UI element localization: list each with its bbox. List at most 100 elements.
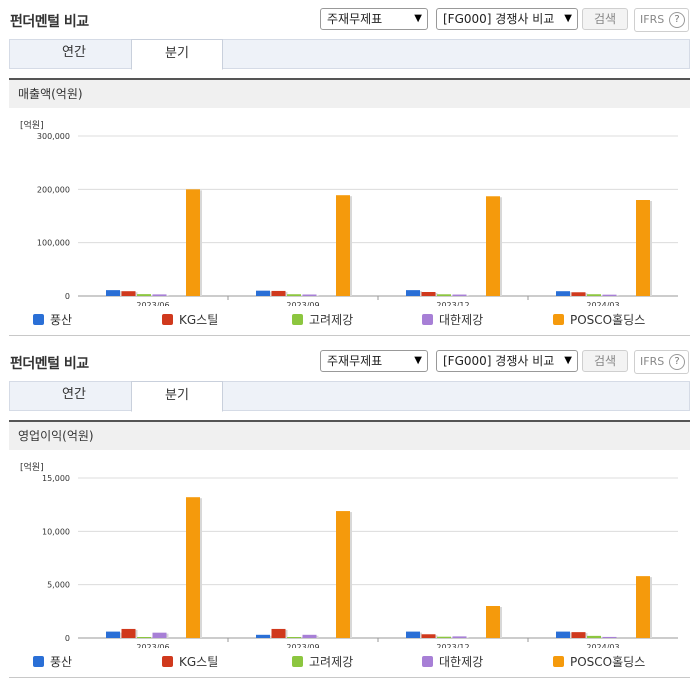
- bar-풍산-2024/03[interactable]: [556, 291, 570, 296]
- bar-고려제강-2024/03[interactable]: [587, 635, 601, 638]
- bar-POSCO홀딩스-2023/12[interactable]: [486, 606, 500, 638]
- fundamental-section-1: 펀더멘털 비교 주재무제표 ▼ [FG000] 경쟁사 비교 ▼ 검색 IFRS…: [0, 8, 696, 336]
- period-tabs: 연간 분기: [9, 39, 690, 70]
- legend-swatch: [162, 314, 173, 325]
- peer-select-value: [FG000] 경쟁사 비교: [443, 12, 555, 26]
- legend-item[interactable]: 고려제강: [292, 655, 353, 669]
- tab-annual[interactable]: 연간: [62, 387, 86, 402]
- statement-select[interactable]: 주재무제표 ▼: [320, 8, 428, 30]
- bar-POSCO홀딩스-2024/03[interactable]: [636, 200, 650, 296]
- y-tick-label: 100,000: [37, 239, 70, 248]
- legend-swatch: [292, 656, 303, 667]
- legend-item[interactable]: POSCO홀딩스: [553, 313, 645, 327]
- bar-KG스틸-2024/03[interactable]: [571, 632, 586, 638]
- legend-item[interactable]: KG스틸: [162, 655, 218, 669]
- revenue-bar-chart: 0 100,000 200,000 300,000 2023/06 2023/09 2023…: [37, 132, 678, 306]
- peer-select[interactable]: [FG000] 경쟁사 비교 ▼: [436, 8, 578, 30]
- bar-대한제강-2023/12[interactable]: [452, 636, 467, 638]
- legend-label: 풍산: [50, 655, 73, 669]
- y-tick-label: 0: [65, 292, 70, 301]
- bar-대한제강-2023/12[interactable]: [452, 294, 467, 296]
- bar-KG스틸-2023/09[interactable]: [271, 628, 286, 638]
- search-button[interactable]: 검색: [582, 8, 628, 30]
- y-axis-unit: [억원]: [20, 121, 44, 131]
- section-title: 펀더멘털 비교: [10, 14, 89, 30]
- y-tick-label: 15,000: [42, 474, 70, 483]
- bar-POSCO홀딩스-2023/09[interactable]: [336, 195, 350, 296]
- x-tick-label: 2023/09: [286, 301, 319, 306]
- peer-select[interactable]: [FG000] 경쟁사 비교 ▼: [436, 350, 578, 372]
- divider: [9, 677, 690, 678]
- bar-풍산-2023/06[interactable]: [106, 290, 120, 296]
- bar-KG스틸-2023/12[interactable]: [421, 634, 436, 638]
- legend-swatch: [553, 314, 564, 325]
- bar-POSCO홀딩스-2024/03[interactable]: [636, 576, 650, 638]
- legend-label: 고려제강: [309, 655, 354, 669]
- bar-POSCO홀딩스-2023/06[interactable]: [186, 189, 200, 296]
- bar-대한제강-2023/06[interactable]: [152, 632, 167, 638]
- bar-풍산-2023/12[interactable]: [406, 631, 420, 638]
- legend-item[interactable]: 풍산: [33, 313, 72, 327]
- bar-풍산-2023/09[interactable]: [256, 634, 270, 638]
- legend-label: POSCO홀딩스: [570, 655, 646, 669]
- statement-select-value: 주재무제표: [327, 12, 383, 26]
- legend-label: 대한제강: [439, 655, 484, 669]
- y-tick-label: 10,000: [42, 527, 70, 536]
- bar-고려제강-2024/03[interactable]: [587, 294, 601, 296]
- tab-annual[interactable]: 연간: [62, 45, 86, 60]
- legend-label: KG스틸: [179, 313, 219, 327]
- x-tick-label: 2024/03: [586, 643, 619, 648]
- chart-legend: 풍산 KG스틸 고려제강 대한제강 POSCO홀딩스: [0, 313, 696, 329]
- bar-POSCO홀딩스-2023/09[interactable]: [336, 511, 350, 638]
- bar-POSCO홀딩스-2023/12[interactable]: [486, 196, 500, 296]
- help-icon[interactable]: ?: [669, 354, 685, 370]
- bar-고려제강-2023/06[interactable]: [137, 294, 151, 296]
- x-tick-label: 2023/06: [136, 643, 169, 648]
- legend-item[interactable]: 대한제강: [422, 313, 483, 327]
- legend-label: KG스틸: [179, 655, 219, 669]
- bar-대한제강-2024/03[interactable]: [602, 636, 617, 638]
- legend-swatch: [292, 314, 303, 325]
- chart-panel-title: 영업이익(억원): [9, 420, 690, 450]
- legend-item[interactable]: POSCO홀딩스: [553, 655, 645, 669]
- bar-고려제강-2023/09[interactable]: [287, 637, 301, 638]
- bar-KG스틸-2023/09[interactable]: [271, 290, 286, 296]
- x-tick-label: 2024/03: [586, 301, 619, 306]
- bar-KG스틸-2023/06[interactable]: [121, 628, 136, 638]
- bar-대한제강-2023/06[interactable]: [152, 294, 167, 296]
- bar-고려제강-2023/06[interactable]: [137, 637, 151, 638]
- bar-고려제강-2023/09[interactable]: [287, 294, 301, 296]
- bar-KG스틸-2023/12[interactable]: [421, 292, 436, 296]
- legend-item[interactable]: 고려제강: [292, 313, 353, 327]
- tab-quarterly[interactable]: 분기: [131, 381, 223, 412]
- period-tabs: 연간 분기: [9, 381, 690, 412]
- bar-풍산-2024/03[interactable]: [556, 631, 570, 638]
- ifrs-button[interactable]: IFRS ?: [634, 8, 689, 32]
- legend-swatch: [33, 314, 44, 325]
- bar-풍산-2023/12[interactable]: [406, 290, 420, 296]
- bar-대한제강-2023/09[interactable]: [302, 294, 317, 296]
- tab-quarterly[interactable]: 분기: [131, 39, 223, 70]
- legend-label: POSCO홀딩스: [570, 313, 646, 327]
- bar-고려제강-2023/12[interactable]: [437, 294, 451, 296]
- section-title: 펀더멘털 비교: [10, 356, 89, 372]
- bar-풍산-2023/09[interactable]: [256, 290, 270, 296]
- ifrs-button[interactable]: IFRS ?: [634, 350, 689, 374]
- chevron-down-icon: ▼: [414, 355, 422, 366]
- legend-swatch: [162, 656, 173, 667]
- legend-item[interactable]: KG스틸: [162, 313, 218, 327]
- bar-KG스틸-2023/06[interactable]: [121, 291, 136, 296]
- legend-item[interactable]: 대한제강: [422, 655, 483, 669]
- bar-대한제강-2023/09[interactable]: [302, 634, 317, 638]
- bar-대한제강-2024/03[interactable]: [602, 294, 617, 296]
- bar-POSCO홀딩스-2023/06[interactable]: [186, 497, 200, 638]
- statement-select[interactable]: 주재무제표 ▼: [320, 350, 428, 372]
- legend-item[interactable]: 풍산: [33, 655, 72, 669]
- y-tick-label: 5,000: [47, 581, 70, 590]
- search-button[interactable]: 검색: [582, 350, 628, 372]
- legend-label: 풍산: [50, 313, 73, 327]
- bar-풍산-2023/06[interactable]: [106, 631, 120, 638]
- help-icon[interactable]: ?: [669, 12, 685, 28]
- bar-고려제강-2023/12[interactable]: [437, 636, 451, 638]
- bar-KG스틸-2024/03[interactable]: [571, 292, 586, 296]
